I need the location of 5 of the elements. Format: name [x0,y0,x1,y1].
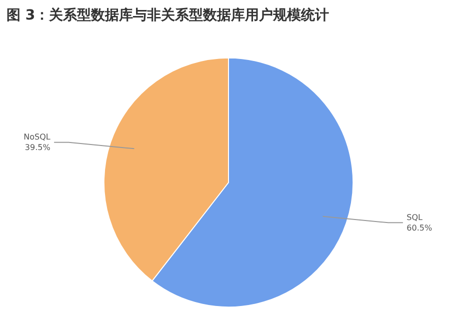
data-label: 39.5% [24,143,51,152]
slice-label: NoSQL [24,132,51,142]
slice-label: SQL [406,212,424,222]
chart-title: 图 3：关系型数据库与非关系型数据库用户规模统计 [6,6,330,24]
data-label: 60.5% [406,224,432,233]
